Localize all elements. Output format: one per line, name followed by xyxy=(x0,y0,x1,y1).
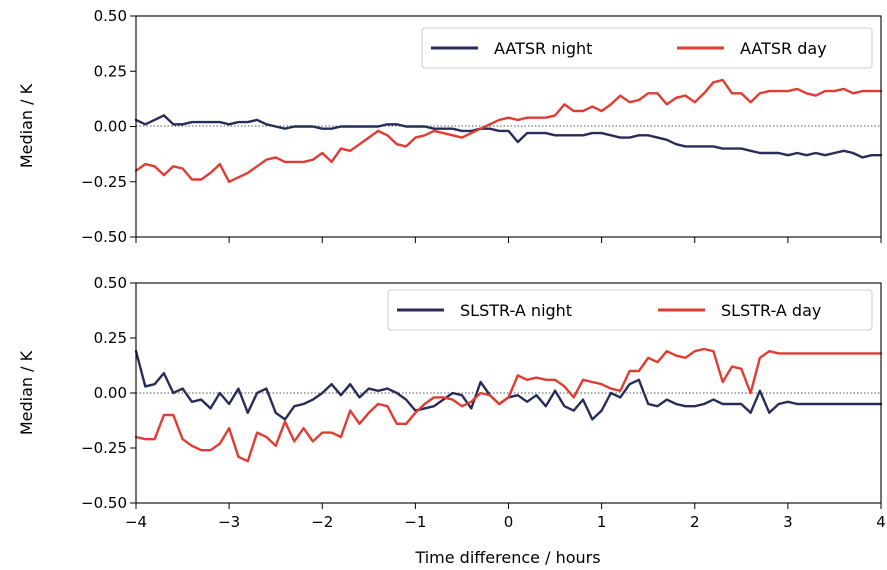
bottom-xtick-label: 1 xyxy=(597,513,607,531)
bottom-ytick-label: 0.50 xyxy=(94,274,127,292)
top-ytick-group: −0.50 −0.25 0.00 0.25 0.50 xyxy=(81,7,136,246)
bottom-ytick-group: −0.50 −0.25 0.00 0.25 0.50 xyxy=(81,274,136,512)
bottom-xtick-label: 3 xyxy=(783,513,793,531)
bottom-panel: Median / K −0.50 −0.25 0.00 0.25 0.50 −4 −3 −2… xyxy=(17,274,886,567)
bottom-xlabel: Time difference / hours xyxy=(414,548,600,567)
top-legend-box xyxy=(421,27,873,69)
bottom-xtick-label: 0 xyxy=(504,513,514,531)
top-panel: Median / K −0.50 −0.25 0.00 0.25 0.50 AATSR … xyxy=(17,7,883,246)
bottom-series-group xyxy=(134,347,883,463)
top-plot-frame xyxy=(135,15,882,238)
bottom-xtick-label: 2 xyxy=(690,513,700,531)
bottom-ylabel: Median / K xyxy=(17,350,36,435)
bottom-xtick-label: −1 xyxy=(404,513,426,531)
bottom-plot-frame xyxy=(135,282,882,504)
bottom-xtick-label: −4 xyxy=(125,513,147,531)
bottom-ytick-label: 0.25 xyxy=(94,329,127,347)
top-series-group xyxy=(134,78,883,184)
top-ylabel: Median / K xyxy=(17,83,36,168)
top-xtick-group xyxy=(135,237,882,243)
bottom-series-line-night xyxy=(134,350,883,421)
top-legend-label-night: AATSR night xyxy=(494,39,592,58)
top-series-line-day xyxy=(134,78,883,184)
bottom-legend: SLSTR-A night SLSTR-A day xyxy=(387,289,873,331)
bottom-series-line-day xyxy=(134,347,883,463)
top-series-line-night xyxy=(134,114,883,159)
top-legend-label-day: AATSR day xyxy=(740,39,827,58)
top-ytick-label: −0.50 xyxy=(81,228,127,246)
bottom-legend-box xyxy=(387,289,873,331)
top-ytick-label: 0.25 xyxy=(94,62,127,80)
bottom-ytick-label: 0.00 xyxy=(94,384,127,402)
bottom-xtick-label: −3 xyxy=(218,513,240,531)
bottom-xtick-group: −4 −3 −2 −1 0 1 2 3 4 xyxy=(125,503,886,531)
top-legend: AATSR night AATSR day xyxy=(421,27,873,69)
bottom-legend-label-night: SLSTR-A night xyxy=(460,301,572,320)
top-ytick-label: 0.00 xyxy=(94,118,127,136)
top-ytick-label: −0.25 xyxy=(81,173,127,191)
bottom-ytick-label: −0.50 xyxy=(81,494,127,512)
bottom-xtick-label: −2 xyxy=(311,513,333,531)
bottom-legend-label-day: SLSTR-A day xyxy=(721,301,821,320)
bottom-xtick-label: 4 xyxy=(876,513,886,531)
top-ytick-label: 0.50 xyxy=(94,7,127,25)
bottom-ytick-label: −0.25 xyxy=(81,439,127,457)
